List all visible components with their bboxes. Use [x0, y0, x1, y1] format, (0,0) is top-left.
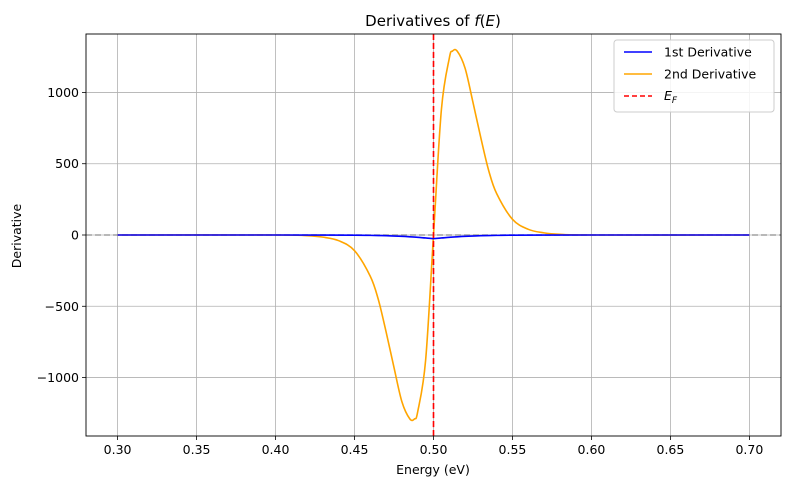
- x-tick-label: 0.70: [735, 442, 763, 457]
- x-tick-label: 0.40: [262, 442, 290, 457]
- x-tick-label: 0.50: [420, 442, 448, 457]
- x-tick-label: 0.60: [578, 442, 606, 457]
- x-tick-label: 0.30: [104, 442, 132, 457]
- legend-box: [613, 39, 775, 113]
- y-tick-label: 500: [55, 156, 79, 171]
- x-tick-label: 0.45: [341, 442, 369, 457]
- x-tick-label: 0.55: [499, 442, 527, 457]
- plot-area: [86, 34, 781, 436]
- legend: 1st Derivative 2nd Derivative EF: [613, 39, 775, 113]
- legend-label-1st-derivative: 1st Derivative: [664, 45, 752, 60]
- x-axis-ticks: 0.30 0.35 0.40 0.45 0.50 0.55 0.60 0.65 0.70: [104, 436, 763, 457]
- series-group: [86, 34, 781, 436]
- legend-label-fermi-energy: EF: [664, 88, 678, 106]
- x-tick-label: 0.35: [183, 442, 211, 457]
- y-tick-label: −500: [45, 299, 79, 314]
- y-axis-ticks: −1000 −500 0 500 1000: [37, 85, 86, 385]
- chart-title: Derivatives of f(E): [365, 12, 501, 30]
- series-1st-derivative: [117, 234, 750, 240]
- y-tick-label: 0: [71, 228, 79, 243]
- y-tick-label: 1000: [47, 85, 79, 100]
- x-axis-label: Energy (eV): [396, 462, 470, 477]
- y-axis-label: Derivative: [9, 203, 24, 268]
- y-tick-label: −1000: [37, 370, 79, 385]
- legend-label-2nd-derivative: 2nd Derivative: [664, 67, 757, 82]
- x-tick-label: 0.65: [657, 442, 685, 457]
